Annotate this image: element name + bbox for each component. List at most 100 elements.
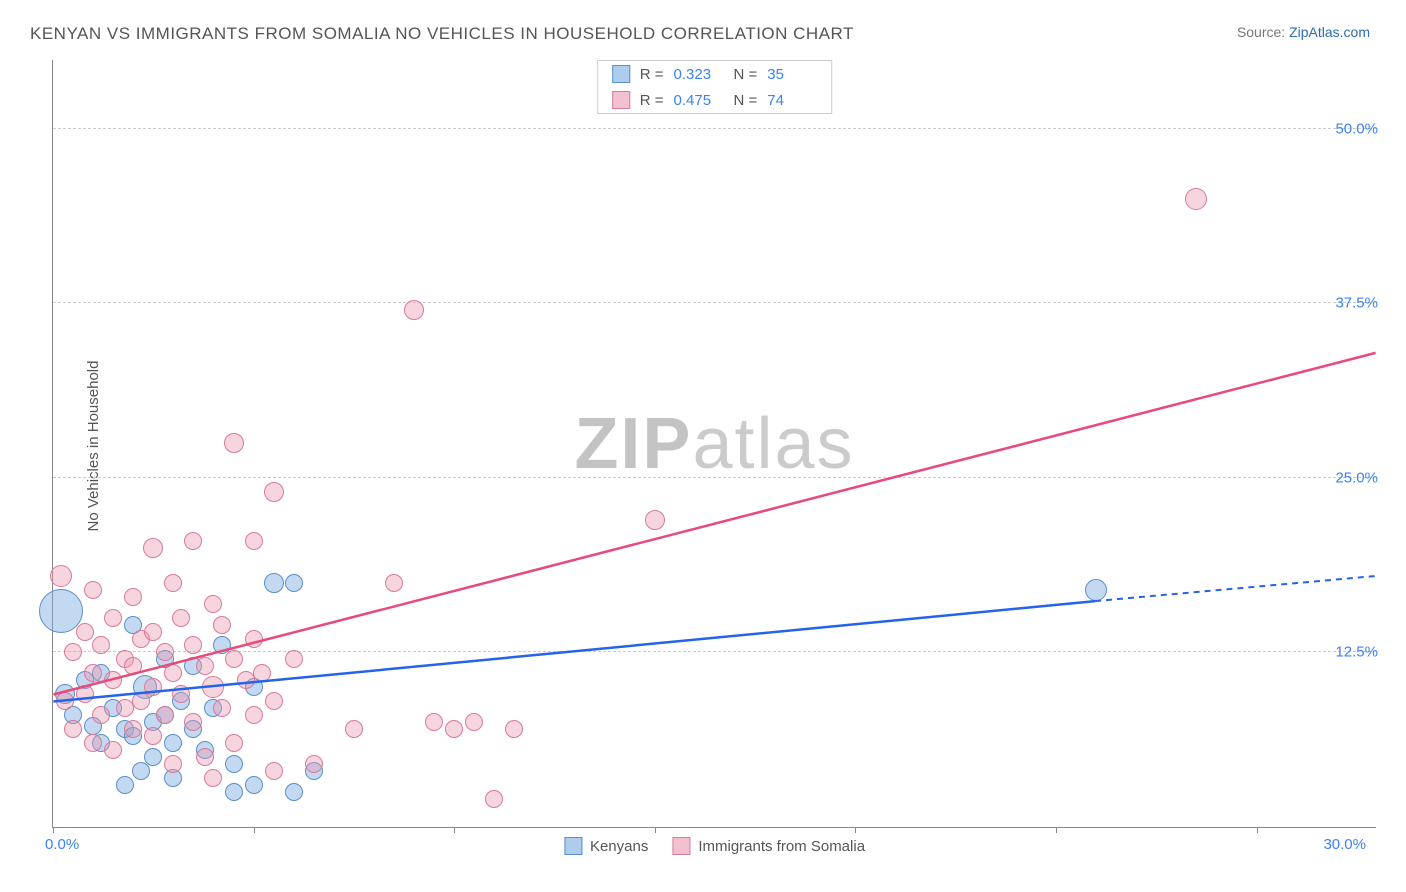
gridline [53, 128, 1376, 129]
scatter-point [156, 706, 174, 724]
scatter-point [76, 623, 94, 641]
x-tick [1257, 827, 1258, 833]
x-tick [454, 827, 455, 833]
gridline [53, 477, 1376, 478]
trend-line-extension [1095, 576, 1375, 601]
scatter-point [196, 657, 214, 675]
scatter-point [132, 762, 150, 780]
scatter-point [505, 720, 523, 738]
scatter-point [245, 532, 263, 550]
scatter-point [485, 790, 503, 808]
x-tick [855, 827, 856, 833]
y-tick-label: 37.5% [1327, 295, 1378, 312]
n-label: N = [734, 66, 758, 83]
scatter-point [64, 720, 82, 738]
scatter-point [305, 755, 323, 773]
r-label: R = [640, 92, 664, 109]
watermark-bold: ZIP [574, 404, 692, 484]
stats-legend-box: R = 0.323 N = 35 R = 0.475 N = 74 [597, 60, 833, 114]
x-tick [254, 827, 255, 833]
watermark: ZIPatlas [574, 403, 854, 485]
scatter-point [265, 692, 283, 710]
scatter-point [104, 609, 122, 627]
swatch-blue [612, 65, 630, 83]
x-tick [53, 827, 54, 833]
scatter-point [50, 565, 72, 587]
scatter-point [404, 300, 424, 320]
scatter-point [285, 574, 303, 592]
scatter-point [196, 748, 214, 766]
scatter-point [92, 706, 110, 724]
scatter-point [445, 720, 463, 738]
scatter-point [264, 482, 284, 502]
scatter-point [385, 574, 403, 592]
scatter-point [285, 650, 303, 668]
scatter-point [144, 678, 162, 696]
n-value-somalia: 74 [767, 92, 817, 109]
scatter-point [184, 713, 202, 731]
scatter-point [84, 581, 102, 599]
scatter-point [224, 433, 244, 453]
scatter-point [253, 664, 271, 682]
gridline [53, 302, 1376, 303]
legend-bottom: Kenyans Immigrants from Somalia [564, 837, 865, 855]
scatter-point [172, 609, 190, 627]
scatter-point [172, 685, 190, 703]
scatter-point [104, 741, 122, 759]
scatter-point [425, 713, 443, 731]
scatter-point [144, 623, 162, 641]
legend-label-somalia: Immigrants from Somalia [698, 838, 865, 855]
scatter-point [144, 727, 162, 745]
scatter-point [645, 510, 665, 530]
scatter-point [116, 776, 134, 794]
scatter-point [184, 532, 202, 550]
x-tick [1056, 827, 1057, 833]
chart-container: KENYAN VS IMMIGRANTS FROM SOMALIA NO VEH… [0, 0, 1406, 892]
gridline [53, 651, 1376, 652]
scatter-point [345, 720, 363, 738]
scatter-point [285, 783, 303, 801]
swatch-blue [564, 837, 582, 855]
y-tick-label: 50.0% [1327, 120, 1378, 137]
r-value-somalia: 0.475 [674, 92, 724, 109]
scatter-point [124, 720, 142, 738]
scatter-point [92, 636, 110, 654]
scatter-point [164, 574, 182, 592]
scatter-point [225, 734, 243, 752]
scatter-point [164, 755, 182, 773]
scatter-point [84, 664, 102, 682]
scatter-point [164, 664, 182, 682]
watermark-light: atlas [692, 404, 854, 484]
scatter-point [245, 630, 263, 648]
source-link[interactable]: ZipAtlas.com [1289, 24, 1370, 40]
scatter-point [245, 706, 263, 724]
scatter-point [213, 616, 231, 634]
stats-row-somalia: R = 0.475 N = 74 [598, 87, 832, 113]
r-label: R = [640, 66, 664, 83]
x-axis-max-label: 30.0% [1323, 836, 1366, 853]
x-axis-min-label: 0.0% [45, 836, 79, 853]
y-tick-label: 25.0% [1327, 469, 1378, 486]
scatter-point [143, 538, 163, 558]
r-value-kenyans: 0.323 [674, 66, 724, 83]
scatter-point [264, 573, 284, 593]
swatch-pink [672, 837, 690, 855]
x-tick [655, 827, 656, 833]
scatter-point [1085, 579, 1107, 601]
scatter-point [265, 762, 283, 780]
scatter-point [144, 748, 162, 766]
scatter-point [104, 671, 122, 689]
scatter-point [164, 734, 182, 752]
scatter-point [204, 595, 222, 613]
scatter-point [156, 643, 174, 661]
scatter-point [1185, 188, 1207, 210]
source-attribution: Source: ZipAtlas.com [1237, 24, 1370, 40]
scatter-point [124, 588, 142, 606]
legend-item-kenyans: Kenyans [564, 837, 648, 855]
y-tick-label: 12.5% [1327, 644, 1378, 661]
scatter-point [76, 685, 94, 703]
stats-row-kenyans: R = 0.323 N = 35 [598, 61, 832, 87]
n-value-kenyans: 35 [767, 66, 817, 83]
scatter-point [202, 676, 224, 698]
scatter-point [204, 769, 222, 787]
